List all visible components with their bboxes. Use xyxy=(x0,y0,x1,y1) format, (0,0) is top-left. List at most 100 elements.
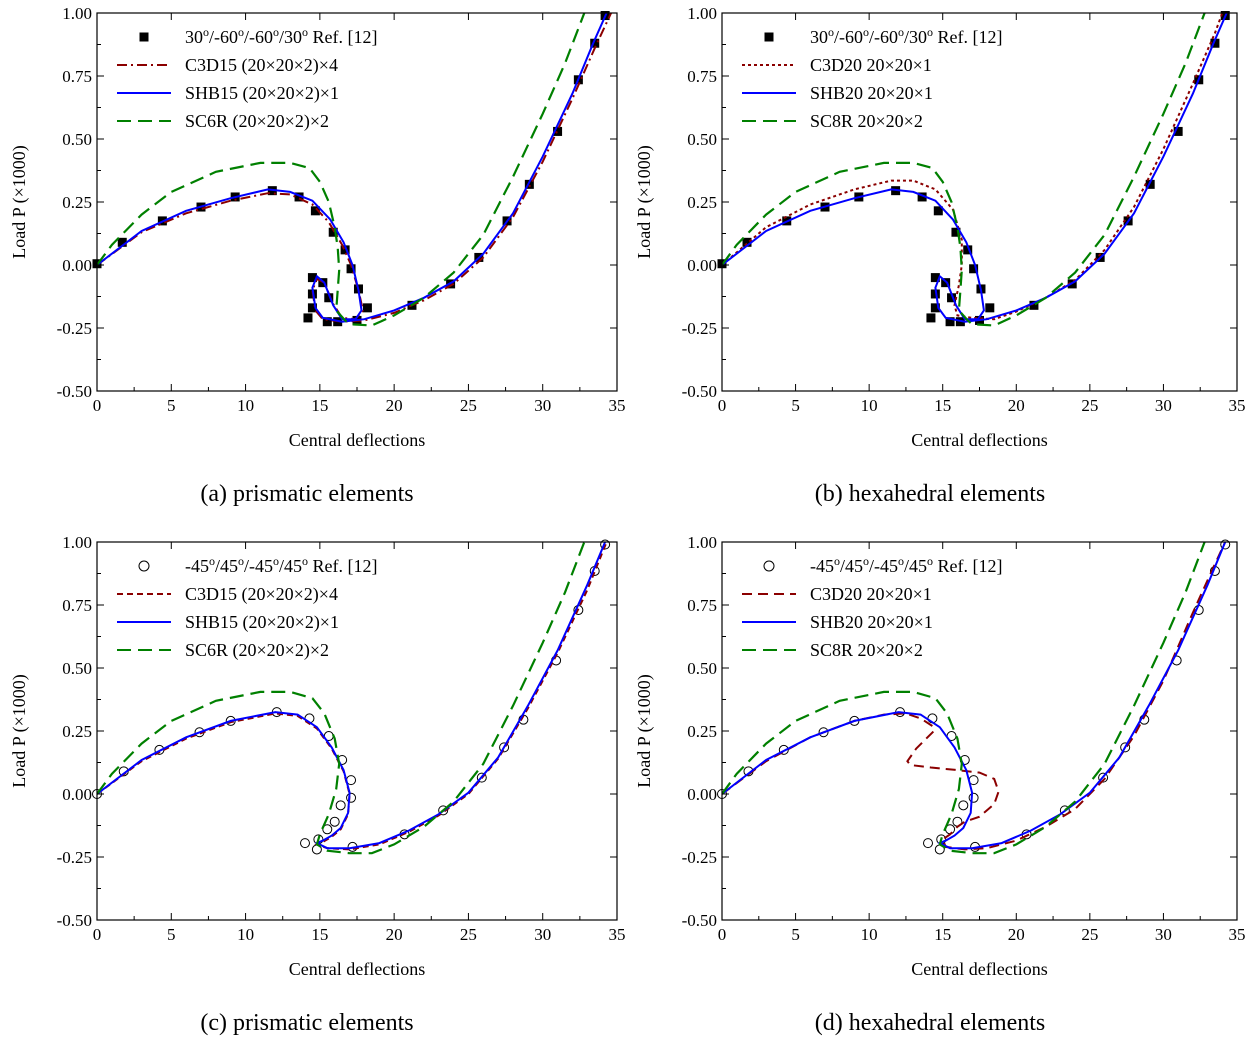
series-group xyxy=(717,11,1230,327)
chart-panel: 0 5 10 15 20 25 30 35 -0.50 -0.25 0.00 0.25 0.50 0.75… xyxy=(9,533,626,1036)
x-tick-label: 25 xyxy=(460,925,477,944)
x-axis-label: Central deflections xyxy=(289,430,425,450)
legend: -45o/45o/-45o/45o Ref. [12] C3D20 20×20×1… xyxy=(742,554,1003,660)
series-line xyxy=(97,542,607,850)
series-line xyxy=(722,542,1206,855)
x-tick-label: 0 xyxy=(93,925,102,944)
data-point-square xyxy=(926,313,936,323)
series-line xyxy=(97,13,613,323)
data-point-square xyxy=(346,264,356,274)
y-tick-label: 0.75 xyxy=(687,596,717,615)
data-point-square xyxy=(590,38,600,48)
x-tick-label: 15 xyxy=(934,396,951,415)
chart-panel: 0 5 10 15 20 25 30 35 -0.50 -0.25 0.00 0.25 0.50 0.75… xyxy=(9,4,626,507)
data-point-square xyxy=(945,317,955,327)
legend-marker-square xyxy=(139,32,149,42)
legend: -45o/45o/-45o/45o Ref. [12] C3D15 (20×20×… xyxy=(117,554,378,661)
legend-label: C3D15 (20×20×2)×4 xyxy=(185,55,338,76)
data-point-circle xyxy=(1098,772,1109,783)
y-tick-label: 0.50 xyxy=(62,659,92,678)
legend-label: 30o/-60o/-60o/30o Ref. [12] xyxy=(810,25,1003,47)
y-tick-label: -0.25 xyxy=(682,319,717,338)
legend: 30o/-60o/-60o/30o Ref. [12] C3D15 (20×20×… xyxy=(117,25,378,132)
x-tick-label: 25 xyxy=(460,396,477,415)
legend-label: -45o/45o/-45o/45o Ref. [12] xyxy=(810,554,1003,576)
x-tick-label: 5 xyxy=(167,396,176,415)
series-line xyxy=(97,542,608,851)
data-point-circle xyxy=(438,805,449,816)
data-point-square xyxy=(930,273,940,283)
panel-caption: (b) hexahedral elements xyxy=(815,481,1046,507)
data-point-circle xyxy=(329,816,340,827)
legend-label: SHB20 20×20×1 xyxy=(810,612,933,632)
legend-label: SHB15 (20×20×2)×1 xyxy=(185,612,339,633)
data-point-circle xyxy=(335,800,346,811)
x-tick-label: 30 xyxy=(534,396,551,415)
series-line xyxy=(97,13,608,323)
legend-marker-circle xyxy=(763,560,775,572)
data-point-square xyxy=(969,264,979,274)
legend-label: SC6R (20×20×2)×2 xyxy=(185,111,329,132)
y-tick-label: 0.50 xyxy=(62,130,92,149)
legend-label: SC8R 20×20×2 xyxy=(810,111,923,131)
series-line xyxy=(722,542,1227,851)
series-line xyxy=(97,542,586,855)
plot-frame xyxy=(96,541,618,921)
data-point-square xyxy=(303,313,313,323)
data-point-circle xyxy=(923,838,933,849)
y-tick-label: 0.00 xyxy=(687,785,717,804)
legend-label: C3D20 20×20×1 xyxy=(810,584,932,604)
legend-label: 30o/-60o/-60o/30o Ref. [12] xyxy=(185,25,378,47)
x-tick-label: 20 xyxy=(386,396,403,415)
y-tick-label: 1.00 xyxy=(62,533,92,552)
x-tick-label: 20 xyxy=(1008,925,1025,944)
y-tick-label: 0.25 xyxy=(687,193,717,212)
y-tick-label: 0.50 xyxy=(687,130,717,149)
data-point-circle xyxy=(346,792,357,803)
legend-label: SHB15 (20×20×2)×1 xyxy=(185,83,339,104)
series-line xyxy=(722,542,1227,850)
y-tick-label: -0.50 xyxy=(57,382,92,401)
data-point-square xyxy=(951,227,961,237)
data-point-square xyxy=(985,303,995,313)
x-tick-label: 35 xyxy=(609,925,626,944)
x-tick-label: 25 xyxy=(1081,925,1098,944)
data-point-square xyxy=(930,303,940,313)
series-line xyxy=(722,13,1228,323)
data-point-square xyxy=(742,237,752,247)
y-axis-label: Load P (×1000) xyxy=(634,145,655,258)
data-point-square xyxy=(328,227,338,237)
data-point-circle xyxy=(322,824,333,835)
series-group xyxy=(92,539,611,855)
series-line xyxy=(97,13,586,327)
y-tick-label: -0.25 xyxy=(57,848,92,867)
data-point-circle xyxy=(778,744,789,755)
data-point-square xyxy=(524,179,534,189)
y-axis-label: Load P (×1000) xyxy=(9,145,30,258)
x-tick-label: 35 xyxy=(1229,396,1246,415)
data-point-square xyxy=(917,192,927,202)
y-tick-label: 0.75 xyxy=(62,596,92,615)
y-tick-label: -0.50 xyxy=(682,382,717,401)
data-point-circle xyxy=(1120,742,1131,753)
data-point-square xyxy=(362,303,372,313)
x-tick-label: 35 xyxy=(1229,925,1246,944)
data-point-circle xyxy=(300,838,310,849)
y-tick-label: 0.00 xyxy=(62,785,92,804)
x-tick-label: 20 xyxy=(386,925,403,944)
data-point-square xyxy=(1210,38,1220,48)
x-tick-label: 10 xyxy=(237,396,254,415)
y-tick-label: -0.50 xyxy=(682,911,717,930)
series-group xyxy=(92,11,613,327)
y-tick-label: 0.75 xyxy=(687,67,717,86)
data-point-square xyxy=(324,293,334,303)
y-axis-label: Load P (×1000) xyxy=(9,674,30,787)
data-point-circle xyxy=(958,800,969,811)
legend-label: C3D15 (20×20×2)×4 xyxy=(185,584,338,605)
x-tick-label: 30 xyxy=(1155,396,1172,415)
x-tick-label: 10 xyxy=(861,925,878,944)
y-tick-label: 0.25 xyxy=(62,193,92,212)
data-point-square xyxy=(1145,179,1155,189)
data-point-square xyxy=(947,293,957,303)
